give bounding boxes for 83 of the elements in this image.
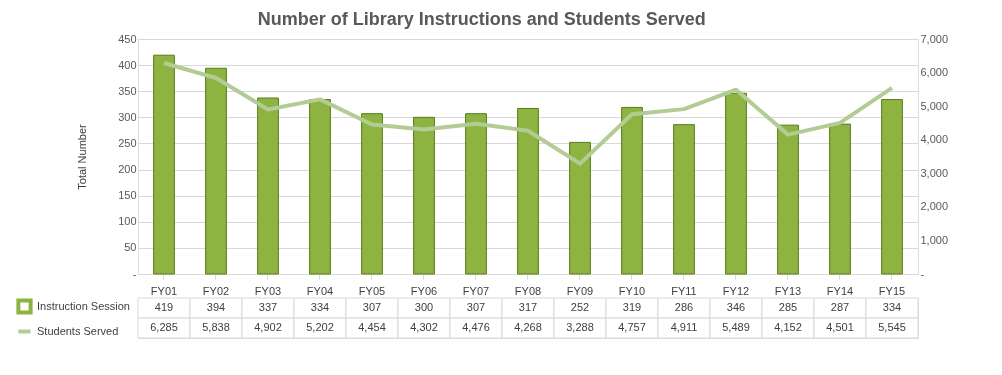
data-label: 337 — [258, 301, 278, 313]
bar — [517, 107, 539, 275]
bar — [465, 113, 487, 275]
data-label: 319 — [622, 301, 642, 313]
data-label: 4,501 — [826, 321, 854, 333]
data-label: 286 — [674, 301, 694, 313]
y-tick-label: 100 — [118, 215, 137, 228]
legend-label: Students Served — [37, 324, 119, 337]
line-series — [162, 61, 894, 166]
x-tick-label: FY13 — [774, 284, 802, 297]
data-label: 5,545 — [878, 321, 906, 333]
x-tick-label: FY06 — [410, 284, 438, 297]
y-tick-label: 50 — [124, 241, 137, 254]
bar — [361, 113, 383, 275]
bar — [205, 67, 227, 275]
y2-tick-label: 1,000 — [920, 233, 949, 246]
bar — [153, 54, 175, 275]
bar — [413, 116, 435, 275]
x-tick-label: FY03 — [254, 284, 282, 297]
data-label: 419 — [154, 301, 174, 313]
data-label: 4,911 — [670, 321, 698, 333]
y-tick-label: 150 — [118, 189, 137, 202]
y-tick-label: - — [132, 267, 137, 280]
data-label: 5,202 — [306, 321, 334, 333]
legend-label: Instruction Session — [37, 299, 130, 312]
bar — [777, 124, 799, 275]
y-tick-label: 400 — [118, 58, 137, 71]
y-tick-label: 300 — [118, 110, 137, 123]
data-label: 4,454 — [358, 321, 386, 333]
x-tick-label: FY10 — [618, 284, 646, 297]
data-label: 394 — [206, 301, 226, 313]
bar — [569, 141, 591, 275]
y-tick-label: 200 — [118, 163, 137, 176]
data-label: 307 — [362, 301, 382, 313]
y2-tick-label: 6,000 — [920, 66, 949, 79]
data-label: 334 — [310, 301, 330, 313]
data-label: 6,285 — [150, 321, 178, 333]
x-tick-label: FY07 — [462, 284, 490, 297]
chart-title: Number of Library Instructions and Students Served — [257, 8, 706, 29]
data-label: 4,302 — [410, 321, 438, 333]
data-label: 5,838 — [202, 321, 230, 333]
bar — [257, 97, 279, 275]
x-tick-label: FY12 — [722, 284, 750, 297]
x-tick-label: FY09 — [566, 284, 594, 297]
x-tick-label: FY08 — [514, 284, 542, 297]
x-tick-label: FY04 — [306, 284, 334, 297]
y2-tick-label: 2,000 — [920, 200, 949, 213]
y-tick-label: 250 — [118, 136, 137, 149]
bar — [309, 99, 331, 275]
data-label: 307 — [466, 301, 486, 313]
y2-tick-label: 3,000 — [920, 166, 949, 179]
data-label: 334 — [882, 301, 902, 313]
bar — [621, 106, 643, 275]
data-label: 4,268 — [514, 321, 542, 333]
y2-tick-label: 4,000 — [920, 133, 949, 146]
data-label: 4,476 — [462, 321, 490, 333]
x-tick-label: FY11 — [671, 284, 697, 297]
data-label: 285 — [778, 301, 798, 313]
x-tick-label: FY01 — [150, 284, 178, 297]
bar — [725, 92, 747, 275]
y-tick-label: 450 — [118, 32, 137, 45]
data-label: 346 — [726, 301, 746, 313]
data-label: 300 — [414, 301, 434, 313]
bar — [829, 123, 851, 275]
data-label: 317 — [518, 301, 538, 313]
data-label: 252 — [570, 301, 590, 313]
y2-tick-label: 7,000 — [920, 32, 949, 45]
y-tick-label: 350 — [118, 84, 137, 97]
data-label: 4,757 — [618, 321, 646, 333]
data-label: 4,152 — [774, 321, 802, 333]
data-label: 3,288 — [566, 321, 594, 333]
x-tick-label: FY14 — [826, 284, 854, 297]
y-axis-title: Total Number — [76, 123, 89, 190]
bar — [881, 99, 903, 275]
data-label: 4,902 — [254, 321, 282, 333]
bar — [673, 124, 695, 275]
y2-tick-label: 5,000 — [920, 99, 949, 112]
data-label: 5,489 — [722, 321, 750, 333]
x-tick-label: FY15 — [878, 284, 906, 297]
x-tick-label: FY02 — [202, 284, 230, 297]
y2-tick-label: - — [920, 267, 925, 280]
data-label: 287 — [830, 301, 850, 313]
x-tick-label: FY05 — [358, 284, 386, 297]
